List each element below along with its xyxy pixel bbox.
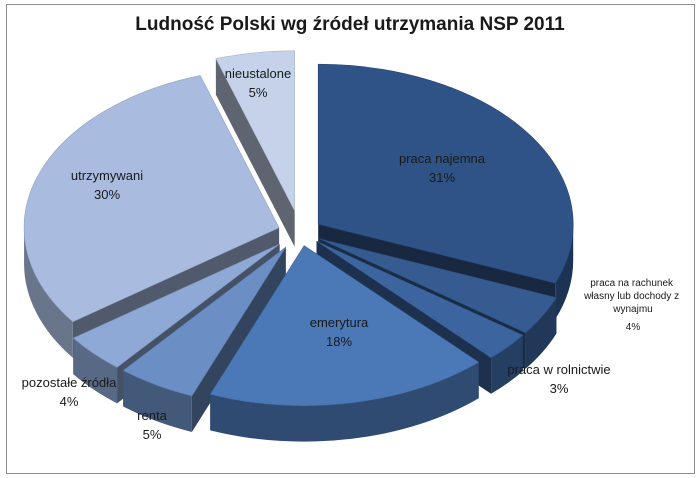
slice-praca-na-rachunek-wlasny-lub-dochody-z-wynajmu: [319, 238, 557, 334]
slice-utrzymywani: [23, 75, 280, 323]
pie-labels: praca najemna 31% praca na rachunek włas…: [22, 66, 682, 442]
slice-percent-praca-w-rolnictwie: 3%: [550, 381, 569, 396]
slice-pozostale-zrodla: [72, 243, 280, 368]
slice-label-praca-na-rachunek: praca na rachunek własny lub dochody z w…: [583, 278, 682, 315]
slice-rim-emerytura-0: [210, 362, 479, 442]
slice-percent-utrzymywani: 30%: [94, 187, 120, 202]
label-line-1: praca na rachunek: [590, 278, 674, 289]
slice-percent-praca-na-rachunek: 4%: [626, 322, 641, 333]
slice-percent-praca-najemna: 31%: [429, 170, 455, 185]
slice-emerytura: [209, 245, 480, 406]
slice-label-emerytura: emerytura: [310, 315, 369, 330]
slice-rim-praca-na-rachunek-wlasny-lub-dochody-z-wynajmu-0: [525, 297, 557, 369]
slice-rim-praca-w-rolnictwie-0: [491, 335, 523, 394]
label-line-2: własny lub dochody z: [583, 291, 679, 302]
slice-rim-renta-0: [123, 370, 192, 432]
slice-label-nieustalone: nieustalone: [225, 66, 292, 81]
label-line-3: wynajmu: [612, 304, 652, 315]
slice-label-renta: renta: [137, 408, 167, 423]
slice-renta: [122, 246, 287, 397]
slice-rim-praca-najemna-0: [555, 224, 574, 320]
chart-title: Ludność Polski wg źródeł utrzymania NSP …: [135, 14, 565, 35]
slice-label-praca-najemna: praca najemna: [399, 151, 486, 166]
slice-rim-pozostale-zrodla-0: [73, 338, 118, 404]
pie-tops: [23, 50, 574, 406]
slice-praca-najemna: [317, 63, 574, 284]
slice-percent-nieustalone: 5%: [249, 85, 268, 100]
slice-label-praca-w-rolnictwie: praca w rolnictwie: [507, 362, 610, 377]
slice-wall-nieustalone-0: [215, 58, 295, 247]
slice-label-pozostale-zrodla: pozostałe źródła: [22, 375, 117, 390]
slice-praca-w-rolnictwie: [316, 240, 524, 359]
slice-percent-renta: 5%: [143, 427, 162, 442]
slice-nieustalone: [215, 50, 295, 211]
slice-label-utrzymywani: utrzymywani: [71, 168, 143, 183]
slice-rim-utrzymywani-0: [24, 227, 73, 358]
slice-percent-pozostale-zrodla: 4%: [60, 394, 79, 409]
slice-percent-emerytura: 18%: [326, 334, 352, 349]
